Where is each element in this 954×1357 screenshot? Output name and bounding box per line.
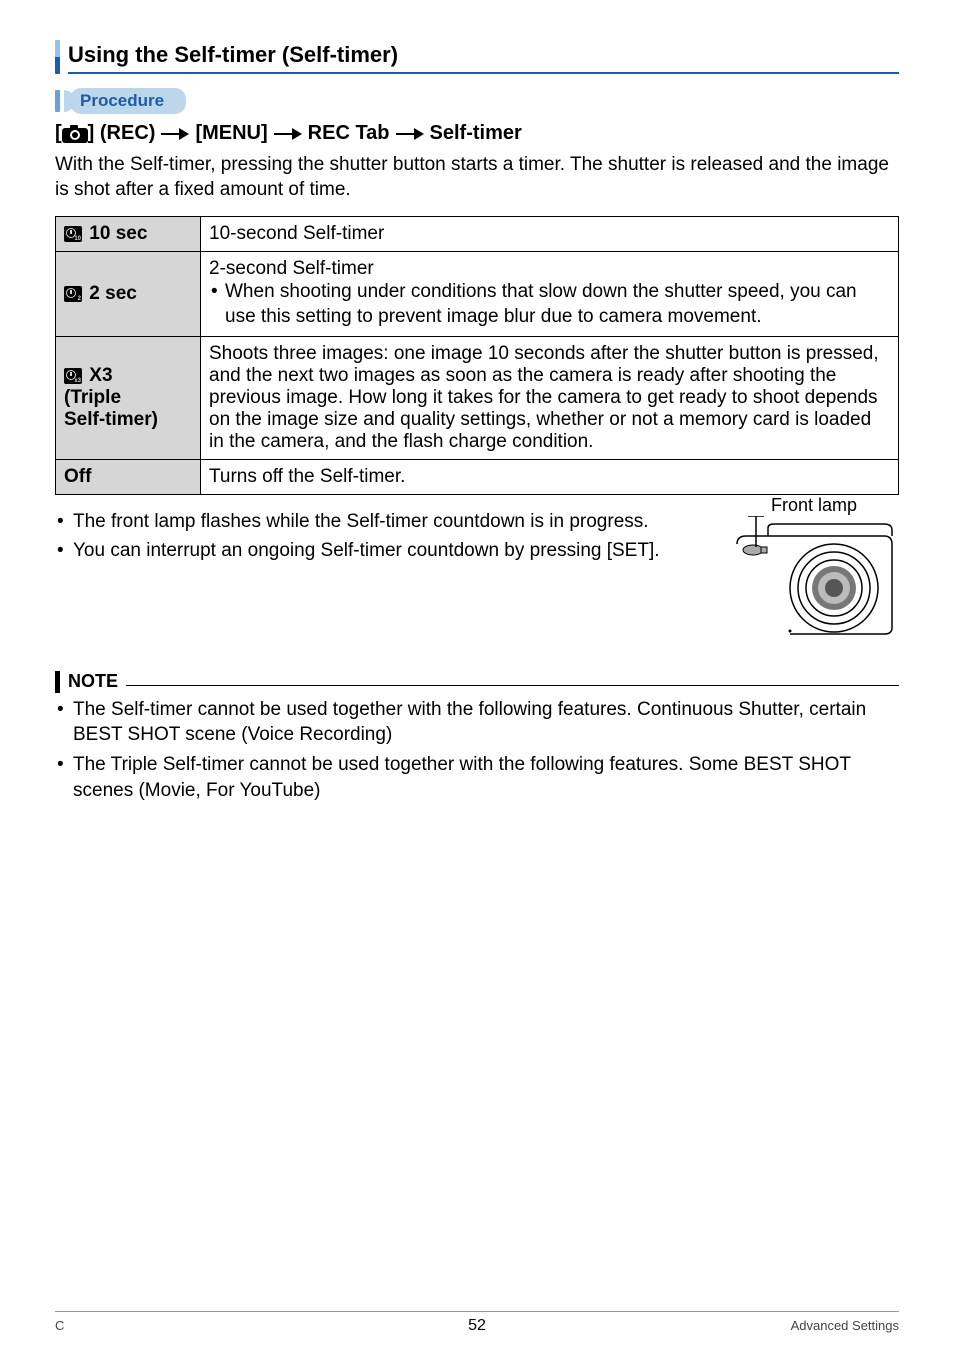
table-row: 2 2 sec 2-second Self-timer When shootin…	[56, 252, 899, 336]
opt-label-off: Off	[56, 459, 201, 494]
list-item: The Self-timer cannot be used together w…	[55, 697, 899, 748]
opt-desc-2sec: 2-second Self-timer When shooting under …	[201, 252, 899, 336]
opt-label-text: Self-timer)	[64, 409, 158, 430]
footer-page-number: 52	[468, 1317, 486, 1335]
path-seg-3: REC Tab	[308, 122, 390, 145]
opt-desc-bullets: When shooting under conditions that slow…	[209, 280, 890, 329]
list-item: The Triple Self-timer cannot be used tog…	[55, 752, 899, 803]
note-heading: NOTE	[55, 671, 899, 693]
opt-desc-off: Turns off the Self-timer.	[201, 459, 899, 494]
table-row: Off Turns off the Self-timer.	[56, 459, 899, 494]
camera-front-diagram	[734, 516, 894, 636]
note-accent-bar	[55, 671, 60, 693]
opt-label-10sec: 10 10 sec	[56, 217, 201, 252]
options-table: 10 10 sec 10-second Self-timer 2 2 sec 2…	[55, 216, 899, 494]
after-table-text: The front lamp flashes while the Self-ti…	[55, 495, 709, 568]
opt-desc-bullet: When shooting under conditions that slow…	[209, 280, 890, 329]
table-row: x3 X3 (Triple Self-timer) Shoots three i…	[56, 336, 899, 459]
opt-label-text: 10 sec	[84, 223, 147, 244]
arrow-icon	[396, 128, 424, 140]
note-label: NOTE	[68, 671, 118, 692]
opt-label-text: 2 sec	[84, 283, 137, 304]
opt-label-2sec: 2 2 sec	[56, 252, 201, 336]
opt-label-x3: x3 X3 (Triple Self-timer)	[56, 336, 201, 459]
opt-desc-10sec: 10-second Self-timer	[201, 217, 899, 252]
opt-label-text: (Triple	[64, 387, 121, 408]
footer-left: C	[55, 1318, 64, 1333]
opt-label-text: Off	[64, 466, 91, 487]
front-lamp-label: Front lamp	[729, 495, 899, 516]
path-bracket-open: [	[55, 122, 62, 144]
intro-paragraph: With the Self-timer, pressing the shutte…	[55, 153, 899, 202]
page-footer: C 52 Advanced Settings	[55, 1311, 899, 1333]
procedure-label-wrap: Procedure	[55, 88, 899, 114]
after-table-row: The front lamp flashes while the Self-ti…	[55, 495, 899, 641]
procedure-label: Procedure	[70, 88, 186, 114]
opt-desc-lead: 2-second Self-timer	[209, 258, 890, 280]
menu-path: [ ] (REC) [MENU] REC Tab Self-timer	[55, 122, 899, 145]
after-bullets: The front lamp flashes while the Self-ti…	[55, 509, 709, 564]
heading-text: Using the Self-timer (Self-timer)	[68, 40, 899, 74]
arrow-icon	[274, 128, 302, 140]
camera-icon	[62, 125, 88, 143]
front-lamp-figure: Front lamp	[729, 495, 899, 641]
heading-accent-bar	[55, 40, 60, 74]
note-bullets: The Self-timer cannot be used together w…	[55, 697, 899, 804]
path-seg-2: [MENU]	[195, 122, 267, 145]
arrow-icon	[161, 128, 189, 140]
section-heading: Using the Self-timer (Self-timer)	[55, 40, 899, 74]
opt-label-text: X3	[84, 365, 113, 386]
path-seg-1: [ ] (REC)	[55, 122, 155, 145]
timer-icon: 2	[64, 286, 82, 302]
table-row: 10 10 sec 10-second Self-timer	[56, 217, 899, 252]
note-rule	[126, 685, 899, 686]
list-item: The front lamp flashes while the Self-ti…	[55, 509, 709, 535]
list-item: You can interrupt an ongoing Self-timer …	[55, 538, 709, 564]
timer-icon: x3	[64, 368, 82, 384]
procedure-accent-bar	[55, 90, 60, 112]
path-seg-1-text: ] (REC)	[88, 122, 156, 144]
path-seg-4: Self-timer	[430, 122, 522, 145]
timer-icon: 10	[64, 226, 82, 242]
footer-right: Advanced Settings	[791, 1318, 899, 1333]
opt-desc-x3: Shoots three images: one image 10 second…	[201, 336, 899, 459]
